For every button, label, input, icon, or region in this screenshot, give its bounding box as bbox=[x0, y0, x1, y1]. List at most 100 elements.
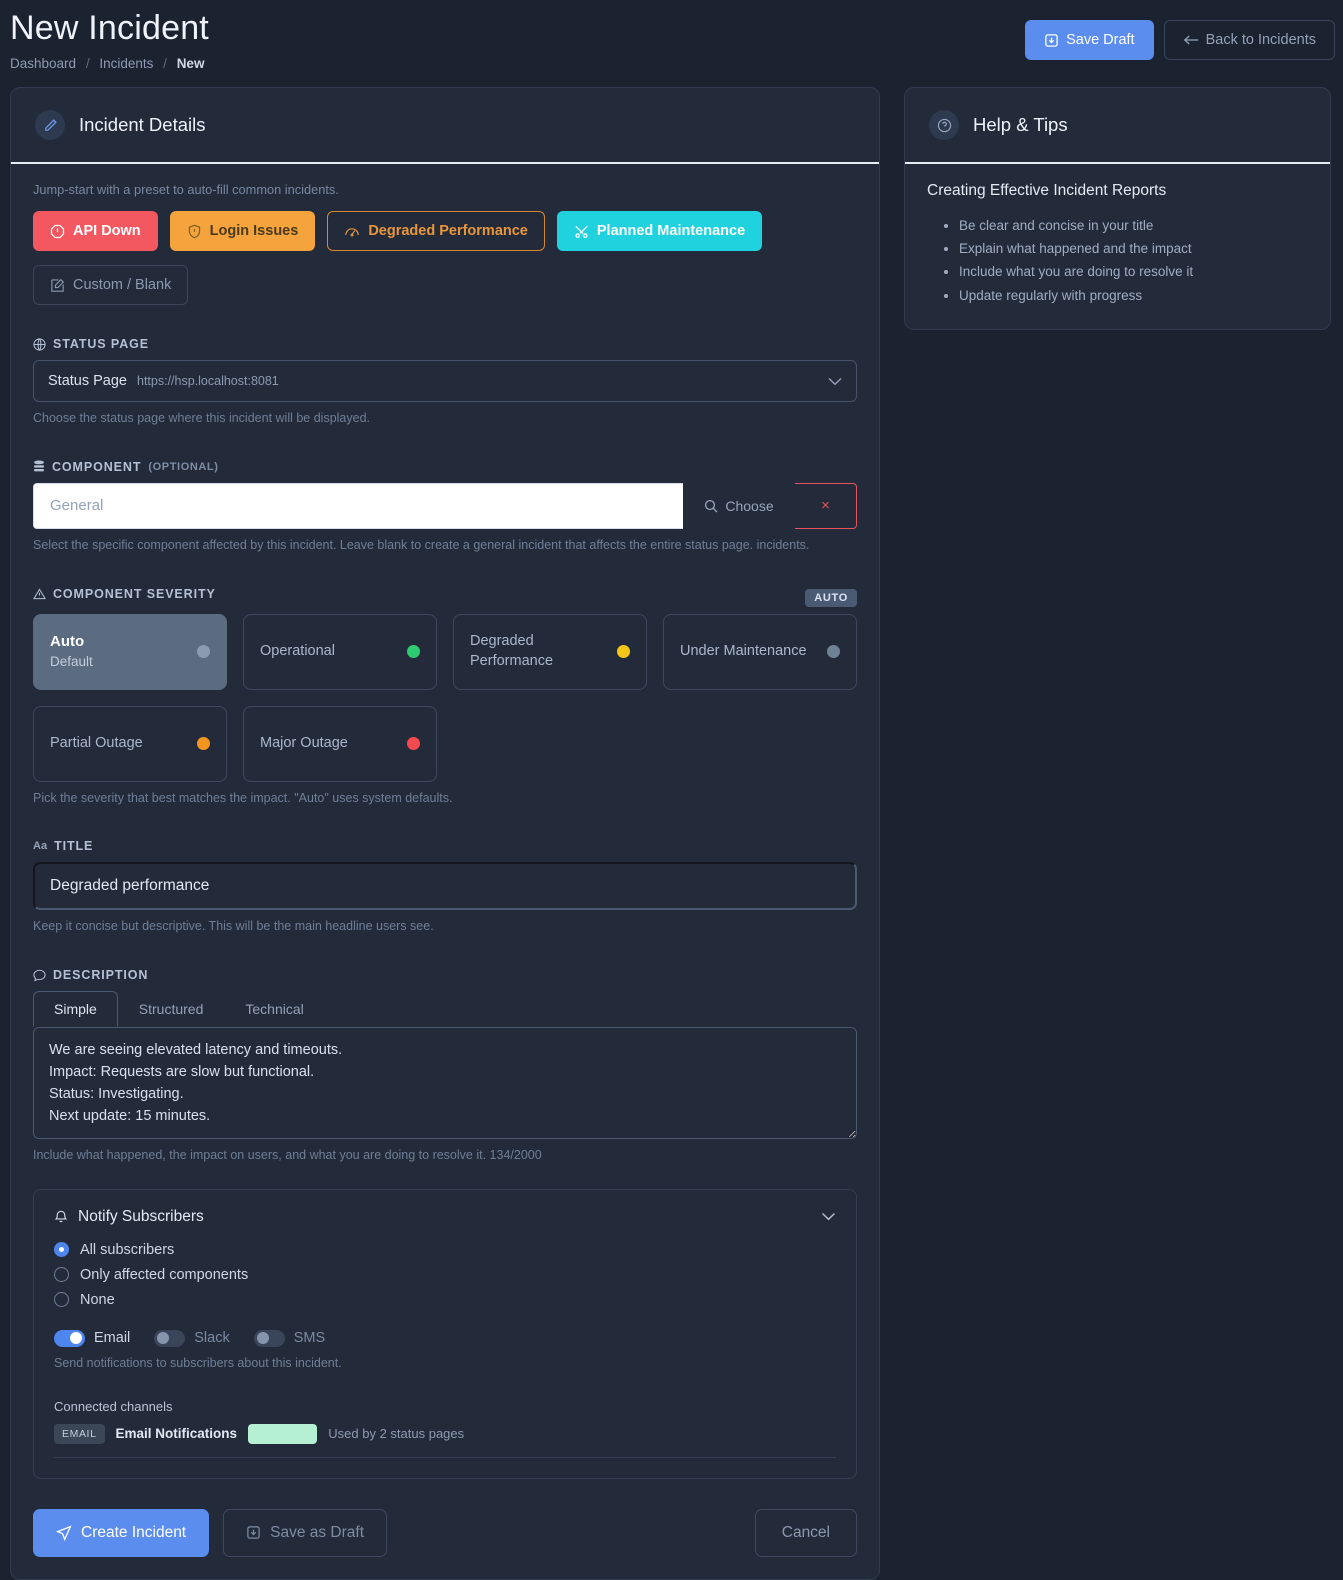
status-page-name: Status Page bbox=[48, 373, 127, 389]
breadcrumb-dashboard[interactable]: Dashboard bbox=[10, 56, 77, 71]
severity-section: COMPONENT SEVERITY AUTO Auto Default bbox=[33, 587, 857, 808]
save-draft-label: Save Draft bbox=[1066, 32, 1135, 48]
help-tip-item: Update regularly with progress bbox=[959, 284, 1308, 307]
channel-type-badge: EMAIL bbox=[54, 1423, 105, 1444]
back-to-incidents-button[interactable]: Back to Incidents bbox=[1163, 20, 1335, 60]
radio-all-subscribers[interactable]: All subscribers bbox=[54, 1242, 836, 1258]
component-choose-label: Choose bbox=[725, 497, 774, 514]
component-input[interactable] bbox=[33, 482, 683, 529]
radio-indicator bbox=[54, 1267, 69, 1283]
save-as-draft-button[interactable]: Save as Draft bbox=[223, 1508, 388, 1557]
channel-usage: Used by 2 status pages bbox=[328, 1426, 465, 1441]
severity-option-major-outage[interactable]: Major Outage bbox=[243, 705, 437, 782]
toggle-label: Slack bbox=[194, 1330, 230, 1347]
chevron-down-icon[interactable] bbox=[821, 1212, 836, 1221]
download-icon bbox=[246, 1525, 261, 1540]
tab-structured[interactable]: Structured bbox=[138, 1001, 204, 1017]
status-page-label: STATUS PAGE bbox=[33, 337, 857, 351]
help-tips-list: Be clear and concise in your title Expla… bbox=[927, 214, 1308, 307]
header-actions: Save Draft Back to Incidents bbox=[1025, 20, 1335, 60]
notify-radio-group: All subscribers Only affected components… bbox=[54, 1242, 836, 1308]
side-column: Help & Tips Creating Effective Incident … bbox=[904, 87, 1331, 330]
cancel-button[interactable]: Cancel bbox=[754, 1508, 857, 1557]
component-clear-button[interactable]: × bbox=[795, 482, 857, 529]
severity-option-sub: Default bbox=[50, 654, 93, 670]
breadcrumb-incidents[interactable]: Incidents bbox=[99, 56, 154, 71]
severity-option-auto[interactable]: Auto Default bbox=[33, 613, 227, 690]
severity-option-operational[interactable]: Operational bbox=[243, 613, 437, 690]
toggle-email[interactable]: Email bbox=[54, 1329, 131, 1347]
toggle-label: Email bbox=[94, 1330, 131, 1347]
title-help: Keep it concise but descriptive. This wi… bbox=[33, 919, 434, 934]
preset-custom-blank[interactable]: Custom / Blank bbox=[33, 265, 189, 305]
severity-dot bbox=[407, 645, 420, 658]
search-icon bbox=[704, 499, 718, 513]
status-page-select[interactable]: Status Page https://hsp.localhost:8081 bbox=[33, 360, 857, 402]
tools-icon bbox=[574, 224, 589, 239]
severity-dot bbox=[197, 645, 210, 658]
preset-label: API Down bbox=[73, 223, 141, 239]
description-tabs: Simple Structured Technical bbox=[33, 991, 857, 1027]
question-mark-icon bbox=[929, 110, 959, 140]
incident-details-title: Incident Details bbox=[79, 114, 206, 135]
tab-technical[interactable]: Technical bbox=[245, 1001, 304, 1017]
pencil-square-icon bbox=[50, 278, 65, 293]
radio-label: All subscribers bbox=[80, 1241, 175, 1258]
severity-dot bbox=[617, 645, 630, 658]
preset-degraded-performance[interactable]: Degraded Performance bbox=[327, 211, 545, 251]
radio-only-affected-components[interactable]: Only affected components bbox=[54, 1267, 836, 1283]
help-tips-heading: Creating Effective Incident Reports bbox=[927, 182, 1167, 199]
preset-row: API Down Login Issues bbox=[33, 211, 857, 251]
component-choose-button[interactable]: Choose bbox=[683, 482, 795, 529]
severity-option-under-maintenance[interactable]: Under Maintenance bbox=[663, 613, 857, 690]
channel-name: Email Notifications bbox=[115, 1426, 238, 1441]
description-textarea[interactable] bbox=[33, 1027, 857, 1139]
gauge-icon bbox=[344, 224, 360, 239]
severity-option-partial-outage[interactable]: Partial Outage bbox=[33, 705, 227, 782]
toggle-slack[interactable]: Slack bbox=[154, 1329, 230, 1347]
save-draft-button[interactable]: Save Draft bbox=[1025, 20, 1154, 60]
severity-label-text: COMPONENT SEVERITY bbox=[53, 586, 216, 601]
status-page-section: STATUS PAGE Status Page https://hsp.loca… bbox=[33, 337, 857, 428]
description-label-text: DESCRIPTION bbox=[53, 968, 149, 982]
preset-hint: Jump-start with a preset to auto-fill co… bbox=[33, 182, 339, 197]
severity-grid: Auto Default Operational Degraded Perfor… bbox=[33, 613, 857, 782]
severity-option-label: Operational bbox=[260, 642, 335, 659]
title-input[interactable] bbox=[33, 862, 857, 911]
severity-dot bbox=[407, 737, 420, 750]
severity-help: Pick the severity that best matches the … bbox=[33, 790, 453, 805]
close-icon: × bbox=[821, 497, 830, 515]
preset-login-issues[interactable]: Login Issues bbox=[169, 211, 316, 251]
toggle-label: SMS bbox=[293, 1330, 326, 1347]
severity-option-label: Partial Outage bbox=[50, 734, 143, 751]
cancel-label: Cancel bbox=[781, 1523, 830, 1541]
chevron-down-icon bbox=[828, 377, 842, 386]
main-column: Incident Details Jump-start with a prese… bbox=[10, 87, 880, 1580]
globe-icon bbox=[33, 337, 46, 351]
bell-icon bbox=[54, 1209, 68, 1224]
form-actions: Create Incident Save as Draft Cancel bbox=[33, 1508, 857, 1557]
tab-simple[interactable]: Simple bbox=[33, 991, 118, 1027]
preset-planned-maintenance[interactable]: Planned Maintenance bbox=[556, 211, 763, 251]
notify-header[interactable]: Notify Subscribers bbox=[54, 1208, 836, 1226]
preset-label: Degraded Performance bbox=[368, 223, 528, 239]
create-incident-label: Create Incident bbox=[81, 1523, 187, 1541]
help-tips-card: Help & Tips Creating Effective Incident … bbox=[904, 87, 1331, 330]
database-icon bbox=[33, 460, 45, 474]
severity-option-label: Major Outage bbox=[260, 734, 348, 751]
preset-label: Planned Maintenance bbox=[596, 223, 746, 239]
toggle-switch bbox=[54, 1329, 85, 1347]
download-icon bbox=[1044, 33, 1059, 48]
page-columns: Incident Details Jump-start with a prese… bbox=[0, 87, 1343, 1580]
create-incident-button[interactable]: Create Incident bbox=[33, 1508, 210, 1557]
preset-api-down[interactable]: API Down bbox=[33, 211, 158, 251]
title-label: Aa TITLE bbox=[33, 839, 857, 853]
help-tip-item: Include what you are doing to resolve it bbox=[959, 260, 1308, 283]
octagon-alert-icon bbox=[50, 224, 65, 239]
severity-option-degraded-performance[interactable]: Degraded Performance bbox=[453, 613, 647, 690]
page-header: New Incident Dashboard / Incidents / New… bbox=[0, 0, 1343, 71]
notify-help: Send notifications to subscribers about … bbox=[54, 1355, 342, 1370]
toggle-sms[interactable]: SMS bbox=[253, 1329, 326, 1347]
breadcrumb: Dashboard / Incidents / New bbox=[10, 56, 1343, 71]
radio-none[interactable]: None bbox=[54, 1292, 836, 1308]
